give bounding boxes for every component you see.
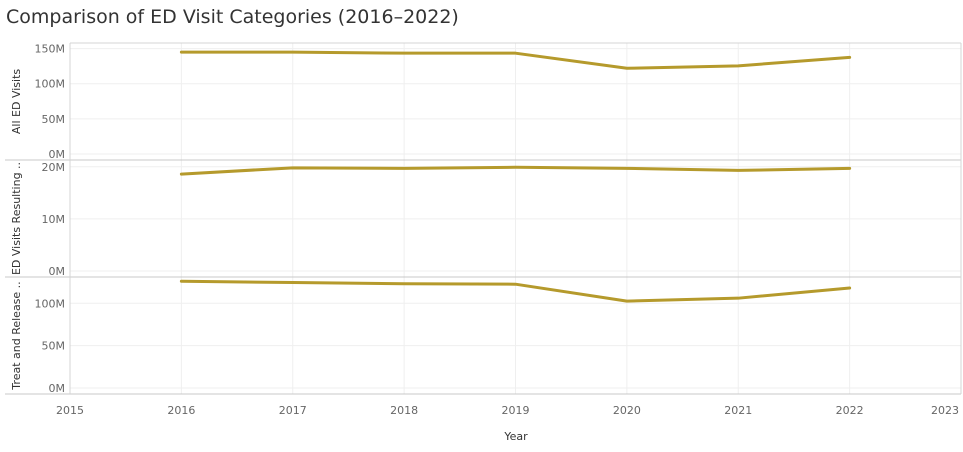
series-line-panel-3 [179,279,852,303]
y-tick-label-panel-1: 50M [42,113,66,126]
data-point-panel-1-2022 [848,56,851,59]
y-tick-label-panel-3: 50M [42,340,66,353]
data-point-panel-3-2022 [848,287,851,290]
y-tick-label-panel-1: 150M [35,43,66,56]
data-point-panel-2-2018 [403,167,406,170]
data-point-panel-3-2018 [403,282,406,285]
data-point-panel-3-2016 [180,280,183,283]
data-point-panel-3-2021 [737,297,740,300]
y-tick-label-panel-2: 20M [42,161,66,174]
x-tick-label-2020: 2020 [613,404,641,417]
x-tick-label-2019: 2019 [502,404,530,417]
series-line-panel-2 [179,165,852,176]
data-point-panel-1-2016 [180,51,183,54]
data-point-panel-1-2017 [291,51,294,54]
data-point-panel-2-2020 [625,167,628,170]
data-point-panel-3-2020 [625,300,628,303]
y-tick-label-panel-2: 0M [49,265,66,278]
x-tick-label-2016: 2016 [167,404,195,417]
data-point-panel-1-2021 [737,64,740,67]
data-point-panel-1-2019 [514,52,517,55]
data-point-panel-3-2019 [514,283,517,286]
data-point-panel-3-2017 [291,281,294,284]
x-tick-label-2023: 2023 [931,404,959,417]
y-tick-label-panel-2: 10M [42,213,66,226]
x-tick-label-2022: 2022 [836,404,864,417]
x-tick-label-2015: 2015 [56,404,84,417]
chart-title: Comparison of ED Visit Categories (2016–… [6,6,459,28]
data-point-panel-2-2016 [180,173,183,176]
data-point-panel-1-2018 [403,52,406,55]
data-point-panel-2-2022 [848,167,851,170]
data-point-panel-2-2017 [291,166,294,169]
data-point-panel-1-2020 [625,67,628,70]
data-point-panel-2-2021 [737,169,740,172]
series-line-panel-1 [179,50,852,70]
x-axis-title: Year [503,430,528,443]
y-tick-label-panel-3: 100M [35,297,66,310]
y-tick-label-panel-1: 0M [49,148,66,161]
y-axis-title-panel-1: All ED Visits [10,69,23,134]
y-axis-title-panel-3: Treat and Release .. [10,281,23,390]
y-axis-title-panel-2: ED Visits Resulting .. [10,162,23,275]
y-tick-label-panel-3: 0M [49,382,66,395]
x-tick-label-2017: 2017 [279,404,307,417]
data-point-panel-2-2019 [514,166,517,169]
x-tick-label-2021: 2021 [724,404,752,417]
y-tick-label-panel-1: 100M [35,78,66,91]
x-tick-label-2018: 2018 [390,404,418,417]
